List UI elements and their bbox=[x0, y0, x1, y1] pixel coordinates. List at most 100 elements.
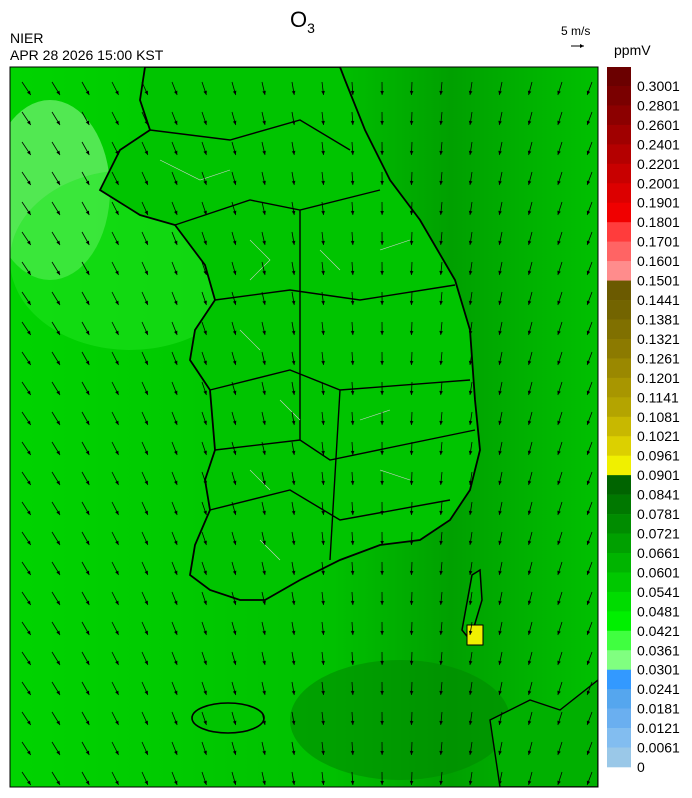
wind-arrowhead bbox=[85, 720, 90, 725]
wind-arrowhead bbox=[144, 480, 148, 485]
wind-arrowhead bbox=[380, 420, 384, 425]
wind-arrowhead bbox=[439, 120, 443, 125]
wind-arrowhead bbox=[291, 750, 296, 755]
wind-arrowhead bbox=[203, 660, 207, 665]
colorbar-swatch bbox=[607, 630, 631, 651]
wind-arrowhead bbox=[56, 540, 60, 545]
wind-arrowhead bbox=[321, 480, 325, 485]
wind-arrowhead bbox=[350, 570, 355, 575]
wind-arrowhead bbox=[439, 150, 443, 155]
wind-arrowhead bbox=[115, 510, 119, 515]
colorbar: 0.3001 0.2801 0.2601 0.2401 0.2201 0.2001 0.19… bbox=[607, 67, 680, 775]
wind-arrowhead bbox=[56, 150, 60, 155]
wind-arrowhead bbox=[586, 210, 591, 215]
wind-arrowhead bbox=[115, 690, 119, 695]
wind-arrowhead bbox=[586, 480, 591, 485]
wind-arrowhead bbox=[144, 780, 148, 785]
wind-arrowhead bbox=[498, 480, 502, 485]
wind-arrowhead bbox=[291, 150, 296, 155]
wind-arrowhead bbox=[85, 750, 90, 755]
wind-arrowhead bbox=[350, 420, 355, 425]
wind-arrowhead bbox=[498, 150, 502, 155]
wind-arrowhead bbox=[468, 90, 473, 95]
peninsula-coast bbox=[98, 67, 481, 601]
wind-arrowhead bbox=[527, 510, 532, 515]
wind-arrowhead bbox=[291, 480, 296, 485]
colorbar-label: 0.2601 bbox=[637, 117, 680, 133]
colorbar-label: 0.0361 bbox=[637, 642, 680, 658]
wind-arrowhead bbox=[262, 570, 266, 575]
wind-arrowhead bbox=[232, 150, 237, 155]
wind-arrowhead bbox=[203, 210, 207, 215]
colorbar-label: 0.0481 bbox=[637, 603, 680, 619]
wind-arrowhead bbox=[26, 660, 31, 665]
wind-arrowhead bbox=[262, 210, 266, 215]
colorbar-swatch bbox=[607, 591, 631, 612]
wind-arrowhead bbox=[586, 660, 591, 665]
wind-arrowhead bbox=[321, 150, 325, 155]
wind-arrowhead bbox=[85, 570, 90, 575]
wind-arrowhead bbox=[527, 390, 532, 395]
wind-arrowhead bbox=[498, 450, 502, 455]
wind-arrowhead bbox=[291, 720, 296, 725]
wind-arrowhead bbox=[85, 270, 90, 275]
wind-arrowhead bbox=[380, 120, 384, 125]
wind-arrowhead bbox=[26, 690, 31, 695]
wind-arrowhead bbox=[262, 750, 266, 755]
wind-arrowhead bbox=[56, 330, 60, 335]
wind-arrowhead bbox=[173, 660, 178, 665]
wind-arrowhead bbox=[321, 750, 325, 755]
wind-arrowhead bbox=[144, 180, 148, 185]
colorbar-label: 0.1801 bbox=[637, 214, 680, 230]
wind-arrowhead bbox=[321, 720, 325, 725]
wind-arrowhead bbox=[291, 360, 296, 365]
colorbar-label: 0.1701 bbox=[637, 234, 680, 250]
wind-arrowhead bbox=[409, 300, 414, 305]
wind-arrowhead bbox=[144, 270, 148, 275]
colorbar-swatch bbox=[607, 144, 631, 165]
wind-arrowhead bbox=[498, 570, 502, 575]
wind-arrowhead bbox=[173, 630, 178, 635]
wind-arrowhead bbox=[468, 180, 473, 185]
wind-arrowhead bbox=[557, 660, 561, 665]
wind-arrowhead bbox=[26, 540, 31, 545]
wind-arrowhead bbox=[291, 90, 296, 95]
jeju-island bbox=[191, 702, 265, 734]
wind-arrowhead bbox=[439, 390, 443, 395]
wind-arrowhead bbox=[350, 150, 355, 155]
wind-arrowhead bbox=[527, 630, 532, 635]
colorbar-swatch bbox=[607, 494, 631, 515]
wind-arrowhead bbox=[144, 450, 148, 455]
colorbar-swatch bbox=[607, 475, 631, 495]
wind-arrowhead bbox=[291, 210, 296, 215]
wind-arrowhead bbox=[56, 210, 60, 215]
wind-arrowhead bbox=[380, 600, 384, 605]
colorbar-label: 0.0841 bbox=[637, 487, 680, 503]
wind-arrowhead bbox=[380, 180, 384, 185]
wind-arrowhead bbox=[586, 240, 591, 245]
wind-arrowhead bbox=[468, 540, 473, 545]
wind-arrowhead bbox=[380, 360, 384, 365]
wind-arrowhead bbox=[321, 120, 325, 125]
wind-arrowhead bbox=[262, 720, 266, 725]
colorbar-label: 0.0181 bbox=[637, 701, 680, 717]
wind-arrowhead bbox=[262, 540, 266, 545]
wind-arrowhead bbox=[527, 540, 532, 545]
wind-arrowhead bbox=[350, 450, 355, 455]
wind-arrowhead bbox=[439, 240, 443, 245]
wind-arrowhead bbox=[203, 450, 207, 455]
wind-arrowhead bbox=[439, 360, 443, 365]
wind-arrowhead bbox=[115, 780, 119, 785]
wind-arrowhead bbox=[144, 330, 148, 335]
wind-arrowhead bbox=[409, 600, 414, 605]
wind-arrowhead bbox=[115, 150, 119, 155]
wind-arrowhead bbox=[527, 690, 532, 695]
wind-arrowhead bbox=[380, 210, 384, 215]
wind-arrowhead bbox=[173, 600, 178, 605]
wind-arrowhead bbox=[26, 90, 31, 95]
wind-arrowhead bbox=[409, 480, 414, 485]
wind-arrowhead bbox=[291, 600, 296, 605]
wind-arrowhead bbox=[321, 390, 325, 395]
wind-arrowhead bbox=[468, 600, 473, 605]
wind-arrowhead bbox=[232, 630, 237, 635]
